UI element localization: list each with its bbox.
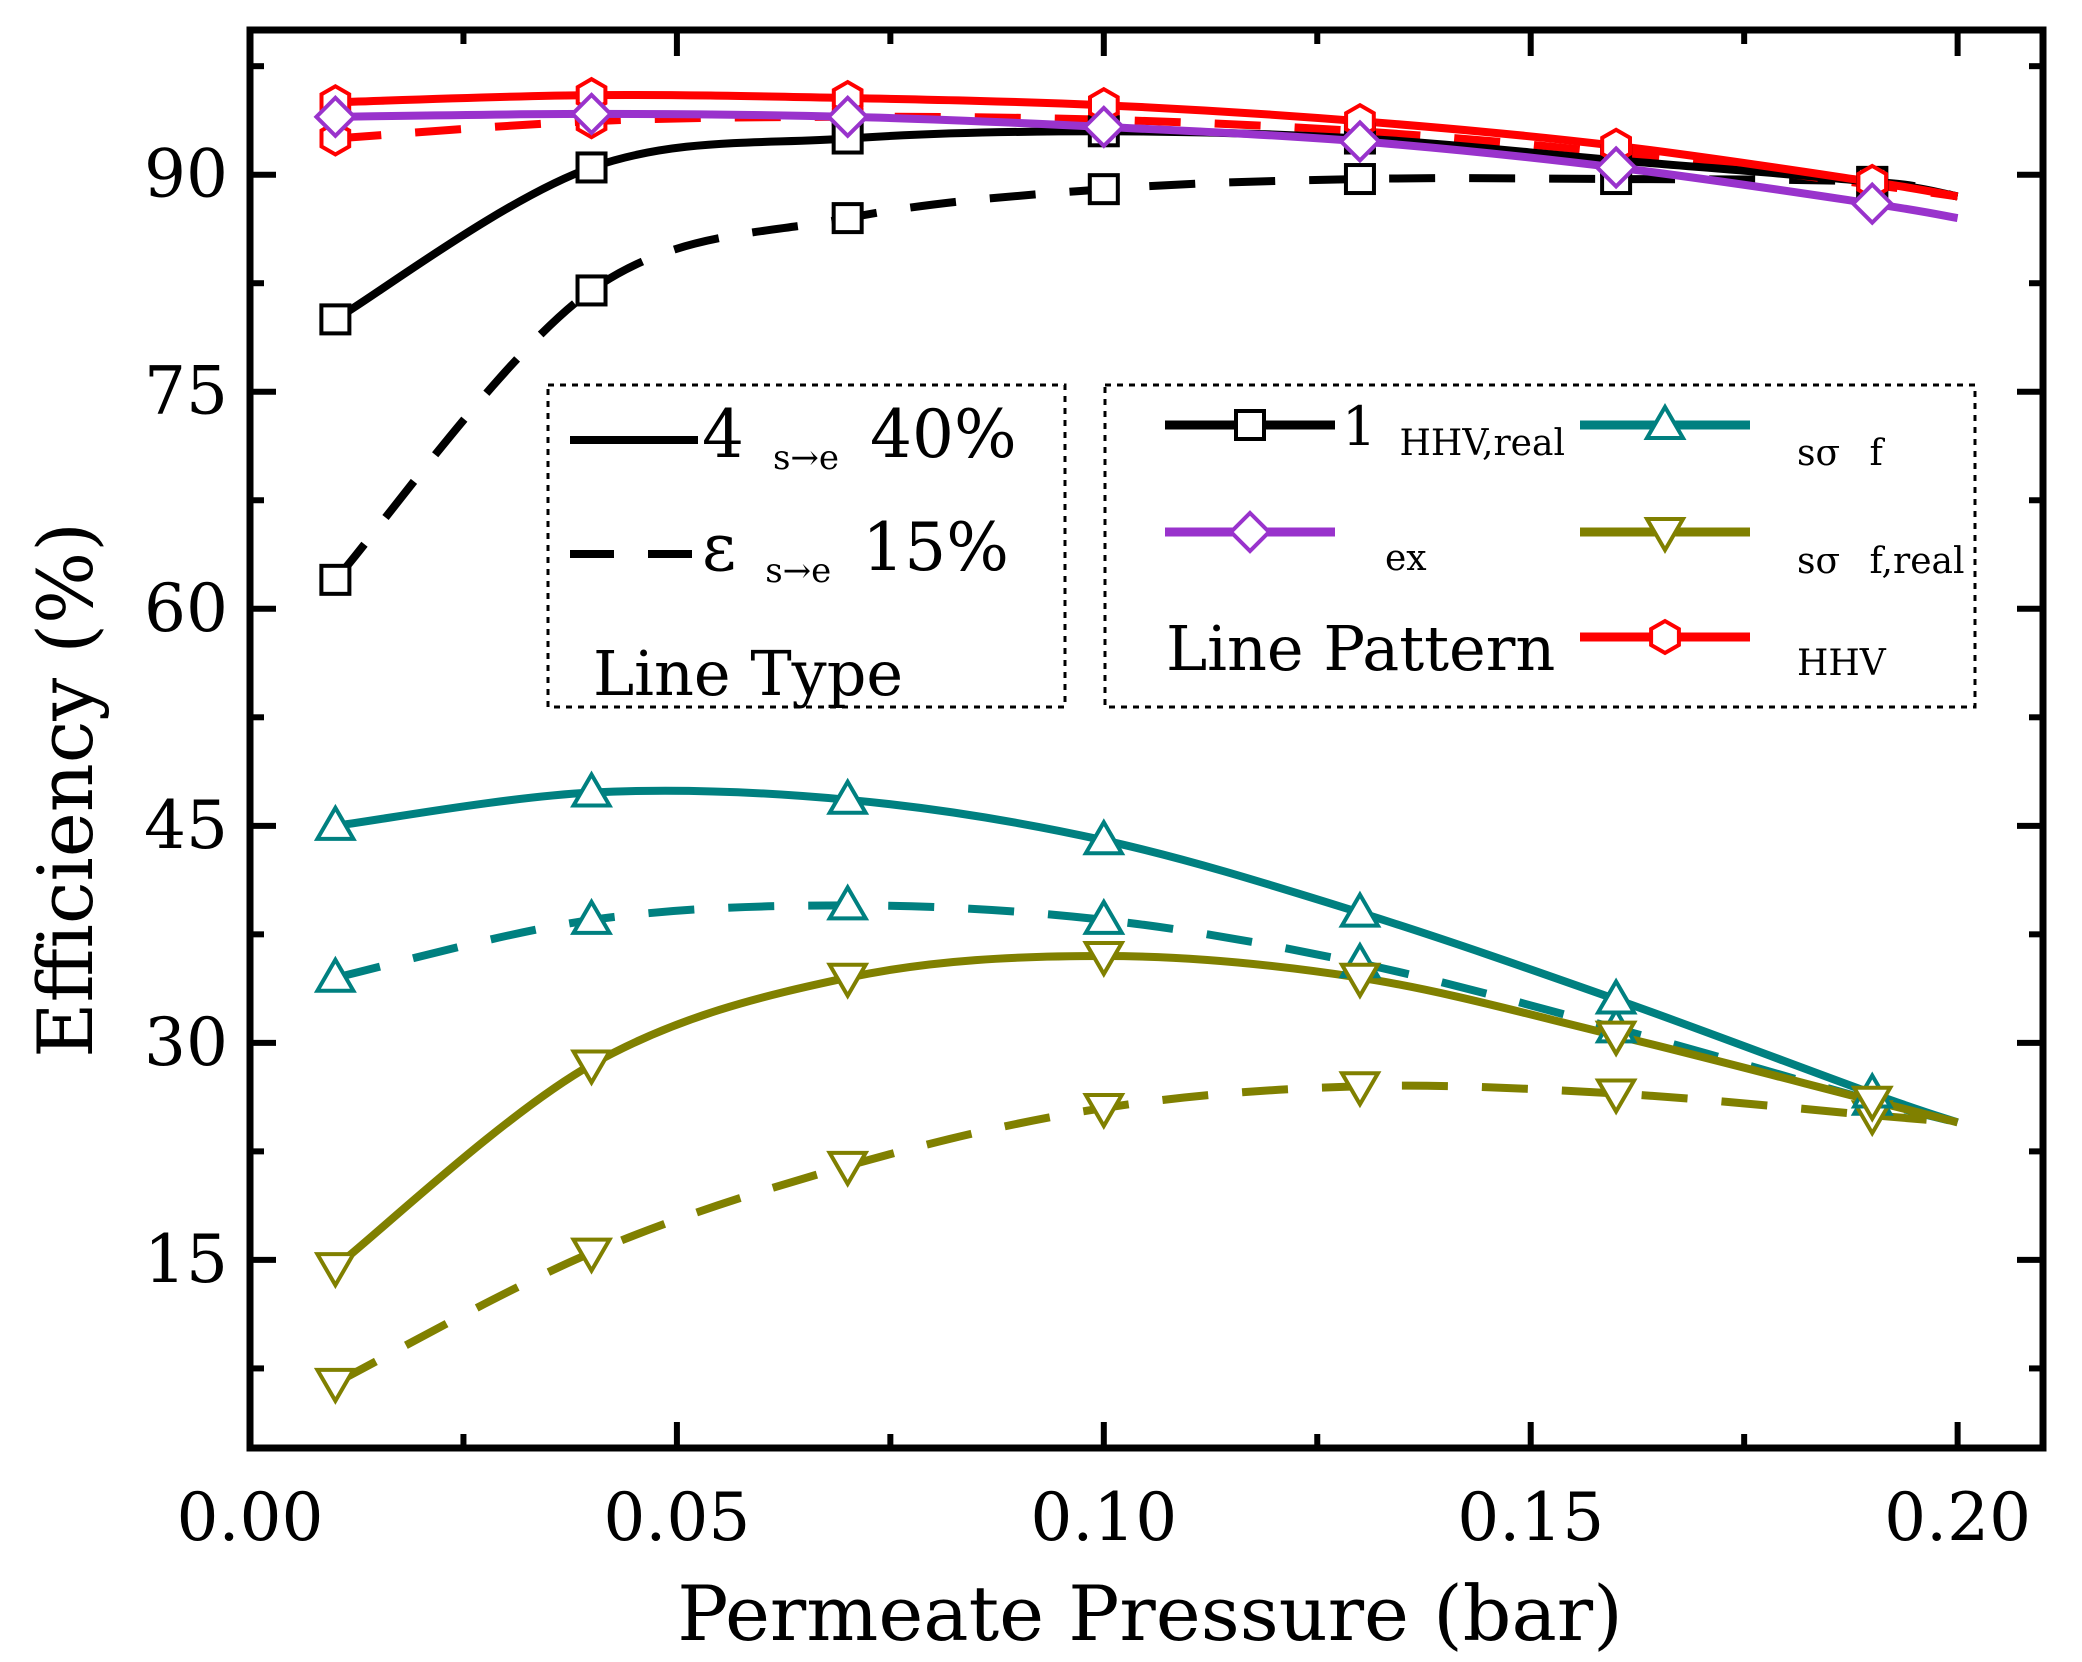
series-8-point-4 — [1338, 1071, 1382, 1109]
series-1-point-0 — [319, 563, 352, 596]
series-5-point-0 — [313, 803, 357, 841]
y-tick-label-1: 30 — [144, 1004, 228, 1081]
plot-frame — [246, 26, 2047, 1452]
series-2-point-6 — [1850, 181, 1895, 226]
legend-pattern-sub-3: HHV — [1797, 643, 1887, 684]
series-1-point-3 — [1087, 173, 1120, 206]
series-8-point-5 — [1594, 1078, 1638, 1116]
svg-text:ε s→e 15%: ε s→e 15% — [702, 509, 1009, 598]
series-line-1 — [332, 174, 1959, 583]
legend-pattern-sym-4: sσ — [1797, 433, 1840, 474]
series-2-point-4 — [1338, 119, 1382, 164]
legend-pattern-marker-1 — [1228, 510, 1272, 554]
series-7-point-6 — [1850, 1085, 1894, 1123]
legend-line-pattern-title: Line Pattern — [1166, 612, 1555, 685]
legend-type-val-2: 15% — [862, 509, 1009, 586]
marker-layer — [313, 76, 1895, 1405]
series-7-point-5 — [1594, 1020, 1638, 1058]
series-8-point-1 — [570, 1237, 613, 1275]
y-tick-label-2: 45 — [144, 787, 228, 864]
series-8-point-0 — [313, 1367, 357, 1405]
series-0-point-1 — [575, 151, 608, 184]
series-7-point-3 — [1082, 941, 1126, 979]
legend-type-sym-1: 4 — [702, 396, 744, 473]
legend-pattern-sym-1: 1 — [1342, 395, 1376, 458]
series-2-point-5 — [1594, 145, 1638, 190]
x-tick-label-2: 0.10 — [1030, 1479, 1177, 1556]
y-axis-title: Efficiency (%) — [21, 522, 110, 1058]
series-5-point-5 — [1594, 977, 1638, 1015]
y-tick-label-0: 15 — [144, 1221, 228, 1298]
series-1-point-2 — [831, 202, 864, 235]
series-2-point-3 — [1081, 105, 1126, 149]
series-line-5 — [334, 786, 1959, 1127]
legend-pattern-sub-4: f — [1870, 433, 1886, 474]
series-line-7 — [332, 952, 1959, 1271]
legend-line-type: 4 s→e 40% ε s→e 15% Line Type — [546, 383, 1067, 710]
legend-pattern-marker-3 — [1643, 517, 1687, 554]
x-tick-label-4: 0.20 — [1884, 1479, 2031, 1556]
series-line-6 — [334, 901, 1959, 1127]
legend-pattern-marker-2 — [1643, 403, 1687, 440]
legend-pattern-marker-0 — [1234, 409, 1266, 441]
x-tick-label-0: 0.00 — [177, 1479, 324, 1556]
series-2-point-2 — [825, 94, 870, 139]
legend-line-pattern: 1 HHV,real ex Line Pattern HHV sσ f sσ f… — [1103, 383, 1977, 709]
series-6-point-2 — [826, 883, 870, 921]
svg-text:1 HHV,real: 1 HHV,real — [1342, 395, 1565, 464]
legend-type-sym-2: ε — [702, 509, 736, 586]
series-7-point-4 — [1338, 962, 1382, 1000]
legend-type-val-1: 40% — [870, 396, 1017, 473]
y-tick-label-4: 75 — [144, 353, 228, 430]
svg-text:sσ f: sσ f — [1797, 433, 1886, 474]
x-tick-label-1: 0.05 — [603, 1479, 750, 1556]
series-5-point-4 — [1338, 890, 1382, 928]
series-1-point-4 — [1343, 163, 1376, 196]
legend-type-sub-1: s→e — [773, 438, 839, 478]
series-6-point-3 — [1082, 897, 1126, 935]
series-2-point-1 — [569, 92, 614, 136]
y-tick-label-3: 60 — [144, 570, 228, 647]
legend-pattern-marker-4 — [1649, 618, 1681, 656]
x-tick-label-3: 0.15 — [1457, 1479, 1604, 1556]
series-7-point-0 — [313, 1252, 357, 1290]
series-6-point-0 — [313, 955, 357, 993]
series-line-8 — [333, 1081, 1958, 1387]
series-5-point-2 — [826, 777, 870, 815]
series-0-point-0 — [319, 303, 352, 336]
axes-layer: 0.00 0.05 0.10 0.15 0.20 15 30 45 60 75 90 — [144, 30, 2043, 1556]
legend-pattern-sub-5: f,real — [1870, 541, 1965, 582]
x-axis-title: Permeate Pressure (bar) — [677, 1569, 1623, 1658]
legend-line-type-title: Line Type — [593, 637, 903, 710]
series-8-point-3 — [1082, 1092, 1126, 1130]
legend-type-sub-2: s→e — [765, 551, 831, 591]
legend-pattern-sym-5: sσ — [1797, 541, 1840, 582]
y-tick-label-5: 90 — [144, 136, 228, 213]
legend-pattern-sub-2: ex — [1385, 538, 1427, 579]
svg-text:4 s→e 40%: 4 s→e 40% — [702, 396, 1017, 485]
svg-text:sσ f,real: sσ f,real — [1797, 541, 1965, 582]
series-6-point-1 — [570, 897, 613, 935]
legend-pattern-sub-1: HHV,real — [1400, 423, 1565, 464]
series-5-point-3 — [1082, 818, 1126, 856]
series-2-point-0 — [313, 94, 358, 139]
series-7-point-1 — [570, 1049, 613, 1087]
series-5-point-1 — [570, 770, 613, 808]
series-1-point-1 — [575, 274, 608, 307]
series-8-point-2 — [826, 1150, 870, 1188]
series-7-point-2 — [826, 962, 870, 1000]
